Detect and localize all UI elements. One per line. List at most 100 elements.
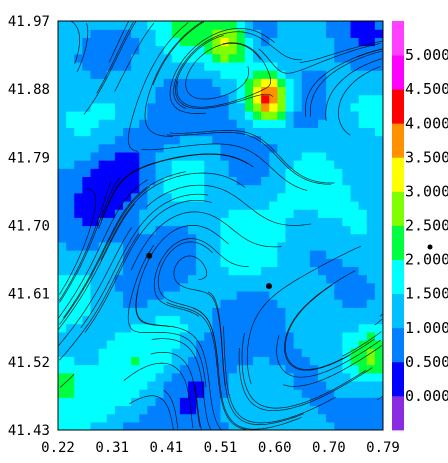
heatmap-cell xyxy=(286,201,295,210)
heatmap-cell xyxy=(318,234,327,243)
heatmap-cell xyxy=(229,201,238,210)
heatmap-cell xyxy=(91,365,100,374)
heatmap-cell xyxy=(310,340,319,349)
heatmap-cell xyxy=(229,119,238,128)
heatmap-cell xyxy=(212,152,221,161)
heatmap-cell xyxy=(123,86,132,95)
heatmap-cell xyxy=(245,62,254,71)
heatmap-cell xyxy=(156,340,165,349)
heatmap-cell xyxy=(115,373,124,382)
heatmap-cell xyxy=(334,29,343,38)
heatmap-cell xyxy=(359,193,368,202)
heatmap-cell xyxy=(375,86,384,95)
heatmap-cell xyxy=(253,176,262,185)
heatmap-cell xyxy=(107,414,116,423)
heatmap-cell xyxy=(294,95,303,104)
heatmap-cell xyxy=(204,365,213,374)
heatmap-cell xyxy=(139,291,148,300)
heatmap-cell xyxy=(107,217,116,226)
heatmap-cell xyxy=(99,356,108,365)
heatmap-cell xyxy=(82,414,91,423)
plot-area xyxy=(58,21,384,431)
heatmap-cell xyxy=(294,332,303,341)
heatmap-cell xyxy=(91,176,100,185)
heatmap-cell xyxy=(147,46,156,55)
heatmap-cell xyxy=(318,405,327,414)
heatmap-cell xyxy=(139,21,148,30)
heatmap-cell xyxy=(115,168,124,177)
heatmap-cell xyxy=(156,275,165,284)
heatmap-cell xyxy=(99,46,108,55)
heatmap-cell xyxy=(82,95,91,104)
heatmap-cell xyxy=(99,234,108,243)
heatmap-cell xyxy=(91,168,100,177)
heatmap-cell xyxy=(286,389,295,398)
heatmap-cell xyxy=(359,234,368,243)
heatmap-cell xyxy=(229,324,238,333)
heatmap-cell xyxy=(180,275,189,284)
heatmap-cell xyxy=(164,29,173,38)
heatmap-cell xyxy=(269,258,278,267)
heatmap-cell xyxy=(245,381,254,390)
heatmap-cell xyxy=(99,332,108,341)
heatmap-cell xyxy=(66,29,75,38)
heatmap-cell xyxy=(107,332,116,341)
heatmap-cell xyxy=(237,242,246,251)
heatmap-cell xyxy=(131,356,140,365)
colorbar-tick-label: 1.500 xyxy=(405,285,448,303)
marker-point xyxy=(266,283,272,289)
heatmap-cell xyxy=(58,217,67,226)
heatmap-cell xyxy=(245,209,254,218)
heatmap-cell xyxy=(375,201,384,210)
heatmap-cell xyxy=(139,299,148,308)
heatmap-cell xyxy=(302,242,311,251)
heatmap-cell xyxy=(294,348,303,357)
heatmap-cell xyxy=(367,389,376,398)
heatmap-cell xyxy=(326,37,335,46)
heatmap-cell xyxy=(318,160,327,169)
heatmap-cell xyxy=(310,226,319,235)
heatmap-cell xyxy=(237,315,246,324)
colorbar-segment xyxy=(392,89,404,123)
heatmap-cell xyxy=(237,119,246,128)
heatmap-cell xyxy=(245,193,254,202)
heatmap-cell xyxy=(66,217,75,226)
heatmap-cell xyxy=(375,103,384,112)
heatmap-cell xyxy=(58,242,67,251)
heatmap-cell xyxy=(82,217,91,226)
heatmap-cell xyxy=(277,299,286,308)
heatmap-cell xyxy=(147,103,156,112)
heatmap-cell xyxy=(66,37,75,46)
heatmap-cell xyxy=(294,78,303,87)
heatmap-cell xyxy=(334,405,343,414)
heatmap-cell xyxy=(139,405,148,414)
heatmap-cell xyxy=(107,21,116,30)
heatmap-cell xyxy=(221,160,230,169)
heatmap-cell xyxy=(91,136,100,145)
heatmap-cell xyxy=(229,234,238,243)
heatmap-cell xyxy=(367,119,376,128)
heatmap-cell xyxy=(342,332,351,341)
heatmap-cell xyxy=(172,111,181,120)
heatmap-cell xyxy=(58,389,67,398)
heatmap-cell xyxy=(269,389,278,398)
heatmap-cell xyxy=(286,70,295,79)
heatmap-cell xyxy=(196,78,205,87)
heatmap-cell xyxy=(351,291,360,300)
heatmap-cell xyxy=(221,144,230,153)
heatmap-cell xyxy=(58,201,67,210)
heatmap-cell xyxy=(351,136,360,145)
heatmap-cell xyxy=(91,70,100,79)
heatmap-cell xyxy=(302,348,311,357)
heatmap-cell xyxy=(172,356,181,365)
heatmap-cell xyxy=(58,144,67,153)
heatmap-cell xyxy=(359,381,368,390)
heatmap-cell xyxy=(359,389,368,398)
heatmap-cell xyxy=(66,86,75,95)
y-tick-label: 41.97 xyxy=(8,14,50,30)
heatmap-cell xyxy=(204,160,213,169)
heatmap-cell xyxy=(302,168,311,177)
heatmap-cell xyxy=(318,381,327,390)
heatmap-cell xyxy=(147,340,156,349)
heatmap-cell xyxy=(82,119,91,128)
